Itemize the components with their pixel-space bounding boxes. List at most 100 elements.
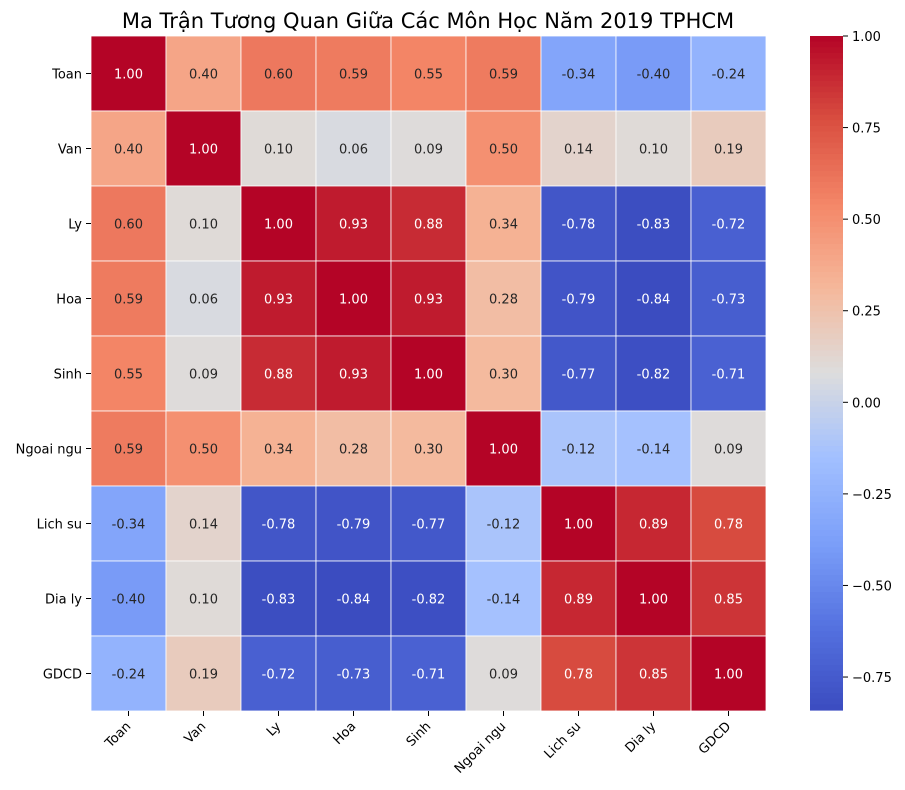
colorbar-segment: [810, 305, 843, 312]
heatmap-cell-value: -0.34: [562, 68, 596, 83]
heatmap-cell-value: 0.55: [414, 68, 443, 83]
heatmap-cell-value: 0.40: [189, 68, 218, 83]
heatmap-cell-value: 0.78: [564, 668, 593, 683]
colorbar-segment: [810, 148, 843, 155]
heatmap-cell-value: 0.60: [114, 218, 143, 233]
heatmap-cell-value: 1.00: [339, 293, 368, 308]
heatmap-cell-value: 0.50: [189, 443, 218, 458]
colorbar-segment: [810, 659, 843, 666]
heatmap-cell-value: -0.78: [262, 518, 296, 533]
heatmap-cell-value: -0.40: [637, 68, 671, 83]
colorbar-segment: [810, 277, 843, 284]
colorbar-segment: [810, 502, 843, 509]
heatmap-cell: [165, 410, 242, 487]
colorbar-segment: [810, 541, 843, 548]
heatmap-cell-value: 1.00: [189, 143, 218, 158]
colorbar-segment: [810, 580, 843, 588]
heatmap-cell: [690, 410, 767, 487]
heatmap-cell-value: 0.59: [114, 443, 143, 458]
heatmap-cell: [390, 635, 467, 712]
colorbar-segment: [810, 333, 843, 340]
heatmap-cell: [90, 410, 167, 487]
heatmap-cell: [165, 635, 242, 712]
colorbar-segment: [810, 249, 843, 256]
heatmap-cell: [240, 35, 317, 112]
colorbar-segment: [810, 58, 843, 65]
heatmap-cell-value: -0.71: [712, 368, 746, 383]
y-tick-label: Dia ly: [45, 593, 82, 608]
heatmap-cell: [165, 260, 242, 337]
colorbar-segment: [810, 401, 843, 408]
heatmap-cell: [90, 560, 167, 637]
heatmap-cell: [315, 635, 392, 712]
colorbar-segment: [810, 288, 843, 295]
heatmap-cell-value: 0.59: [114, 293, 143, 308]
colorbar-segment: [810, 698, 843, 705]
heatmap-cell-value: 0.09: [489, 668, 518, 683]
colorbar-segment: [810, 204, 843, 211]
heatmap-cell-value: 0.30: [489, 368, 518, 383]
heatmap-cell-value: 0.10: [639, 143, 668, 158]
heatmap-cell: [90, 635, 167, 712]
colorbar-segment: [810, 260, 843, 267]
heatmap-cell-value: 0.93: [414, 293, 443, 308]
heatmap-cell: [465, 110, 542, 187]
colorbar-segment: [810, 36, 843, 43]
heatmap-cell: [615, 260, 692, 337]
heatmap-cell-value: 0.59: [339, 68, 368, 83]
heatmap-cell: [90, 485, 167, 562]
heatmap-cell: [90, 185, 167, 262]
heatmap-cell: [315, 35, 392, 112]
colorbar-segment: [810, 221, 843, 228]
colorbar-segment: [810, 92, 843, 99]
colorbar-segment: [810, 412, 843, 419]
heatmap-cell-value: 0.93: [339, 368, 368, 383]
heatmap-cell: [540, 185, 617, 262]
heatmap-cell-value: 0.19: [189, 668, 218, 683]
heatmap-cell-value: -0.24: [112, 668, 146, 683]
x-tick-label: Van: [182, 719, 210, 747]
heatmap-cell-value: 1.00: [564, 518, 593, 533]
heatmap-cell-value: 0.78: [714, 518, 743, 533]
colorbar-segment: [810, 451, 843, 458]
colorbar-segment: [810, 170, 843, 178]
heatmap-cell-value: -0.12: [562, 443, 596, 458]
heatmap-cell-value: -0.84: [637, 293, 671, 308]
colorbar-segment: [810, 52, 843, 60]
colorbar-segment: [810, 109, 843, 116]
colorbar-segment: [810, 406, 843, 413]
heatmap-cell-value: 0.88: [264, 368, 293, 383]
colorbar-segment: [810, 592, 843, 599]
heatmap-cell: [90, 35, 167, 112]
heatmap-cell-value: -0.83: [637, 218, 671, 233]
colorbar-segment: [810, 429, 843, 436]
colorbar-segment: [810, 653, 843, 661]
heatmap-cell: [165, 485, 242, 562]
heatmap-cell-value: 0.93: [264, 293, 293, 308]
y-tick-label: Lich su: [37, 518, 82, 533]
colorbar-segment: [810, 120, 843, 127]
colorbar-segment: [810, 440, 843, 447]
colorbar-tick-label: 0.50: [852, 213, 881, 228]
colorbar-segment: [810, 328, 843, 335]
heatmap-cell: [315, 335, 392, 412]
colorbar-tick-label: 1.00: [852, 30, 881, 45]
heatmap-cell-value: 0.06: [189, 293, 218, 308]
y-tick-label: Ly: [68, 218, 82, 233]
colorbar-segment: [810, 311, 843, 318]
heatmap-cell-value: 1.00: [714, 668, 743, 683]
heatmap-cell-value: 0.59: [489, 68, 518, 83]
x-tick-label: Sinh: [404, 719, 435, 750]
colorbar-segment: [810, 384, 843, 391]
heatmap-cell-value: 0.85: [714, 593, 743, 608]
colorbar-segment: [810, 69, 843, 76]
colorbar-segment: [810, 597, 843, 604]
heatmap-cell: [540, 560, 617, 637]
chart-title: Ma Trận Tương Quan Giữa Các Môn Học Năm …: [122, 9, 734, 33]
colorbar-segment: [810, 182, 843, 189]
colorbar-segment: [810, 625, 843, 632]
colorbar-segment: [810, 378, 843, 385]
colorbar-segment: [810, 474, 843, 481]
colorbar-segment: [810, 176, 843, 183]
y-tick-label: Hoa: [56, 293, 82, 308]
